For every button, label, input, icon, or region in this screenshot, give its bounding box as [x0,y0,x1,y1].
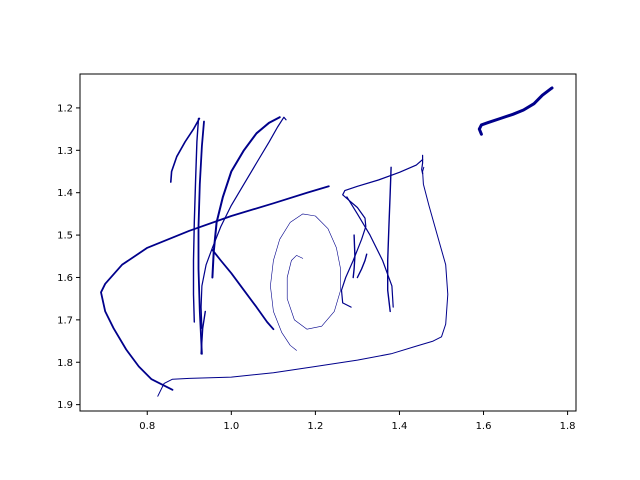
stroke-11 [352,234,356,279]
stroke-8 [100,185,330,391]
stroke-13 [387,166,392,313]
x-tick-label: 0.8 [139,421,155,432]
stroke-15 [157,166,449,397]
stroke-2 [192,117,200,323]
stroke-9 [270,213,341,351]
y-tick-label: 1.6 [57,273,73,284]
plot-area [100,86,554,397]
y-tick-label: 1.9 [57,400,73,411]
x-tick-label: 1.2 [307,421,323,432]
x-tick-label: 1.4 [392,421,408,432]
y-tick-label: 1.2 [57,103,73,114]
x-tick-label: 1.6 [476,421,492,432]
stroke-3 [197,120,205,355]
stroke-14 [346,196,394,308]
x-axis: 0.8 1.0 1.2 1.4 1.6 1.8 [139,411,576,432]
y-axis: 1.2 1.3 1.4 1.5 1.6 1.7 1.8 1.9 [57,103,80,411]
y-tick-label: 1.7 [57,315,73,326]
stroke-7 [211,248,275,331]
x-tick-label: 1.8 [560,421,576,432]
y-tick-label: 1.3 [57,146,73,157]
stroke-1 [170,117,201,183]
x-tick-label: 1.0 [223,421,239,432]
y-tick-label: 1.5 [57,231,73,242]
stroke-5 [200,116,287,329]
stroke-16 [421,154,424,175]
stroke-17 [477,86,554,136]
stroke-12 [356,253,368,279]
stroke-6 [211,116,281,279]
y-tick-label: 1.4 [57,188,73,199]
y-tick-label: 1.8 [57,358,73,369]
stroke-4 [200,310,207,355]
stroke-10 [340,159,424,308]
axes-frame [79,73,577,412]
